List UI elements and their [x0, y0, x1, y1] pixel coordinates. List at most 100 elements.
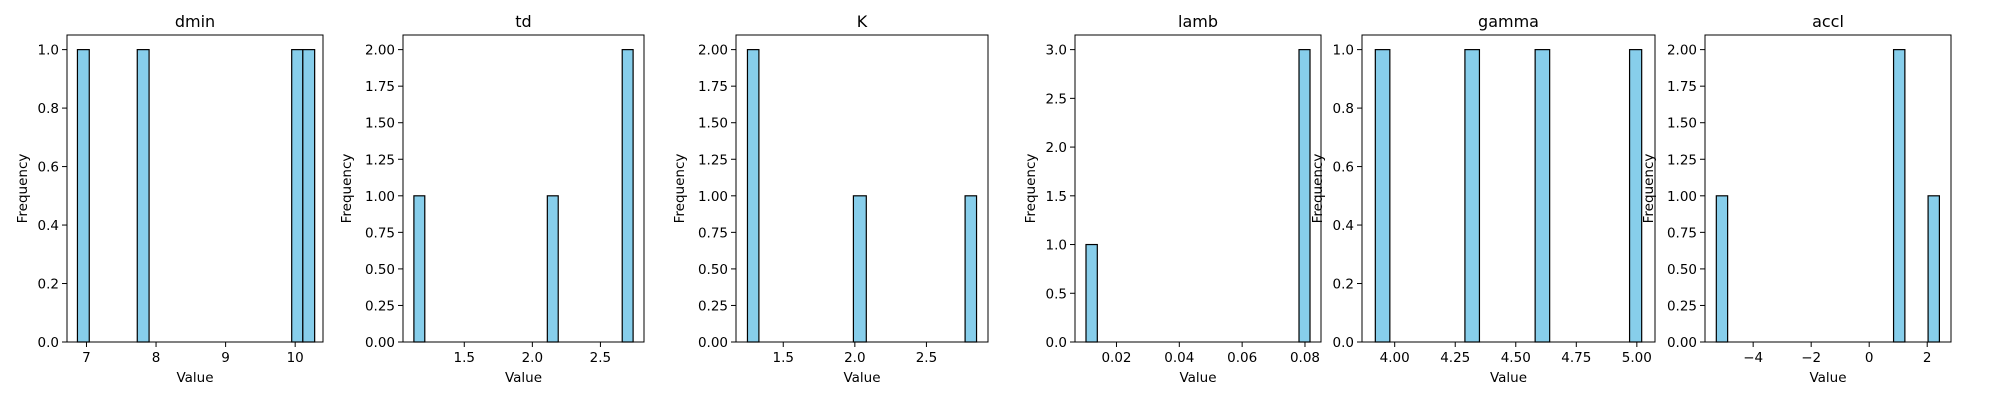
y-tick-label: 1.5	[1046, 189, 1067, 205]
histogram-panel-dmin: 7 8 9 10 0.0 0.2 0.4 0.6 0.8 1.0 dmin Value Frequenc…	[15, 12, 324, 386]
x-axis-label: Value	[1490, 370, 1527, 386]
y-tick-label: 1.00	[1667, 189, 1697, 205]
y-tick-label: 0.75	[1667, 225, 1697, 241]
y-tick-label: 0.0	[1046, 335, 1067, 351]
y-tick-label: 1.25	[365, 152, 395, 168]
histogram-panel-lamb: 0.02 0.04 0.06 0.08 0.0 0.5 1.0 1.5 2.0 2.5 3.0 lam…	[1023, 12, 1322, 386]
x-axis-label: Value	[1809, 370, 1846, 386]
chart-title: td	[515, 12, 531, 31]
y-axis-label: Frequency	[339, 154, 355, 224]
y-axis-label: Frequency	[15, 154, 31, 224]
x-tick-label: 0	[1865, 350, 1874, 366]
histogram-bar	[1628, 49, 1643, 343]
x-tick-label: 10	[287, 350, 304, 366]
y-tick-label: 0.75	[365, 225, 395, 241]
y-tick-label: 1.00	[698, 189, 728, 205]
axes-frame	[402, 34, 645, 343]
x-tick-label: 0.08	[1290, 350, 1320, 366]
histogram-panel-td: 1.5 2.0 2.5 0.00 0.25 0.50 0.75 1.00 1.25 1.50 1.7…	[339, 12, 645, 386]
y-axis-label: Frequency	[1023, 154, 1039, 224]
x-tick-label: 8	[152, 350, 161, 366]
x-tick-label: 0.02	[1101, 350, 1131, 366]
y-tick-label: 0.8	[1333, 101, 1354, 117]
histogram-bar	[1534, 49, 1551, 343]
histogram-bar	[1085, 243, 1098, 343]
x-tick-label: 9	[221, 350, 230, 366]
y-tick-label: 0.00	[1667, 335, 1697, 351]
y-tick-label: 0.25	[698, 298, 728, 314]
histogram-bar	[1464, 49, 1481, 343]
y-tick-label: 1.75	[1667, 79, 1697, 95]
histogram-bar	[1927, 195, 1940, 343]
x-tick-label: 1.5	[454, 350, 475, 366]
y-tick-label: 1.0	[38, 43, 59, 59]
y-tick-label: 0.50	[698, 262, 728, 278]
x-tick-label: 2.0	[522, 350, 543, 366]
chart-title: lamb	[1178, 12, 1218, 31]
x-tick-label: 4.50	[1501, 350, 1531, 366]
y-tick-label: 1.0	[1046, 238, 1067, 254]
y-tick-label: 0.4	[38, 218, 59, 234]
x-axis-label: Value	[1179, 370, 1216, 386]
axes-frame	[1074, 34, 1322, 343]
y-tick-label: 1.0	[1333, 43, 1354, 59]
histogram-bar	[413, 195, 426, 343]
y-tick-label: 0.00	[365, 335, 395, 351]
y-tick-label: 0.5	[1046, 286, 1067, 302]
chart-title: K	[857, 12, 868, 31]
histogram-bar	[546, 195, 559, 343]
y-tick-label: 0.0	[1333, 335, 1354, 351]
y-tick-label: 1.75	[365, 79, 395, 95]
y-axis-label: Frequency	[1641, 154, 1657, 224]
x-tick-label: 4.25	[1440, 350, 1470, 366]
y-tick-label: 0.6	[38, 160, 59, 176]
y-tick-label: 0.25	[1667, 298, 1697, 314]
histogram-bar	[964, 195, 978, 343]
x-tick-label: 2.5	[916, 350, 937, 366]
y-tick-label: 1.25	[1667, 152, 1697, 168]
histogram-bar	[302, 49, 316, 343]
x-tick-label: −2	[1801, 350, 1821, 366]
histogram-bar	[1892, 49, 1906, 343]
x-tick-label: −4	[1743, 350, 1763, 366]
histogram-bar	[746, 49, 760, 343]
y-tick-label: 3.0	[1046, 43, 1067, 59]
x-axis-label: Value	[176, 370, 213, 386]
y-tick-label: 0.50	[1667, 262, 1697, 278]
y-tick-label: 2.00	[365, 43, 395, 59]
y-tick-label: 1.50	[365, 116, 395, 132]
x-tick-label: 0.06	[1227, 350, 1257, 366]
x-tick-label: 2.0	[844, 350, 865, 366]
x-tick-label: 0.04	[1164, 350, 1194, 366]
y-tick-label: 0.00	[698, 335, 728, 351]
y-axis-label: Frequency	[672, 154, 688, 224]
histogram-panel-gamma: 4.00 4.25 4.50 4.75 5.00 0.0 0.2 0.4 0.6 0.8 1.0 ga…	[1310, 12, 1656, 386]
histogram-bar	[291, 49, 304, 343]
y-tick-label: 0.8	[38, 101, 59, 117]
y-tick-label: 2.5	[1046, 91, 1067, 107]
x-tick-label: 2.5	[590, 350, 611, 366]
x-tick-label: 1.5	[773, 350, 794, 366]
chart-title: accl	[1812, 12, 1844, 31]
y-tick-label: 1.00	[365, 189, 395, 205]
x-tick-label: 4.75	[1561, 350, 1591, 366]
chart-title: gamma	[1478, 12, 1539, 31]
x-tick-label: 4.00	[1380, 350, 1410, 366]
axes-frame	[1704, 34, 1952, 343]
histogram-bar	[1715, 195, 1729, 343]
y-tick-label: 1.50	[1667, 116, 1697, 132]
x-axis-label: Value	[505, 370, 542, 386]
histogram-bar	[852, 195, 867, 343]
x-tick-label: 2	[1923, 350, 1932, 366]
y-tick-label: 0.4	[1333, 218, 1354, 234]
axes-frame	[66, 34, 324, 343]
y-tick-label: 1.25	[698, 152, 728, 168]
x-tick-label: 7	[82, 350, 91, 366]
histogram-bar	[1374, 49, 1391, 343]
y-tick-label: 0.25	[365, 298, 395, 314]
x-tick-label: 5.00	[1622, 350, 1652, 366]
axes-frame	[735, 34, 989, 343]
histogram-panel-K: 1.5 2.0 2.5 0.00 0.25 0.50 0.75 1.00 1.25 1.50 1.7…	[672, 12, 989, 386]
y-tick-label: 0.0	[38, 335, 59, 351]
y-tick-label: 0.2	[38, 277, 59, 293]
